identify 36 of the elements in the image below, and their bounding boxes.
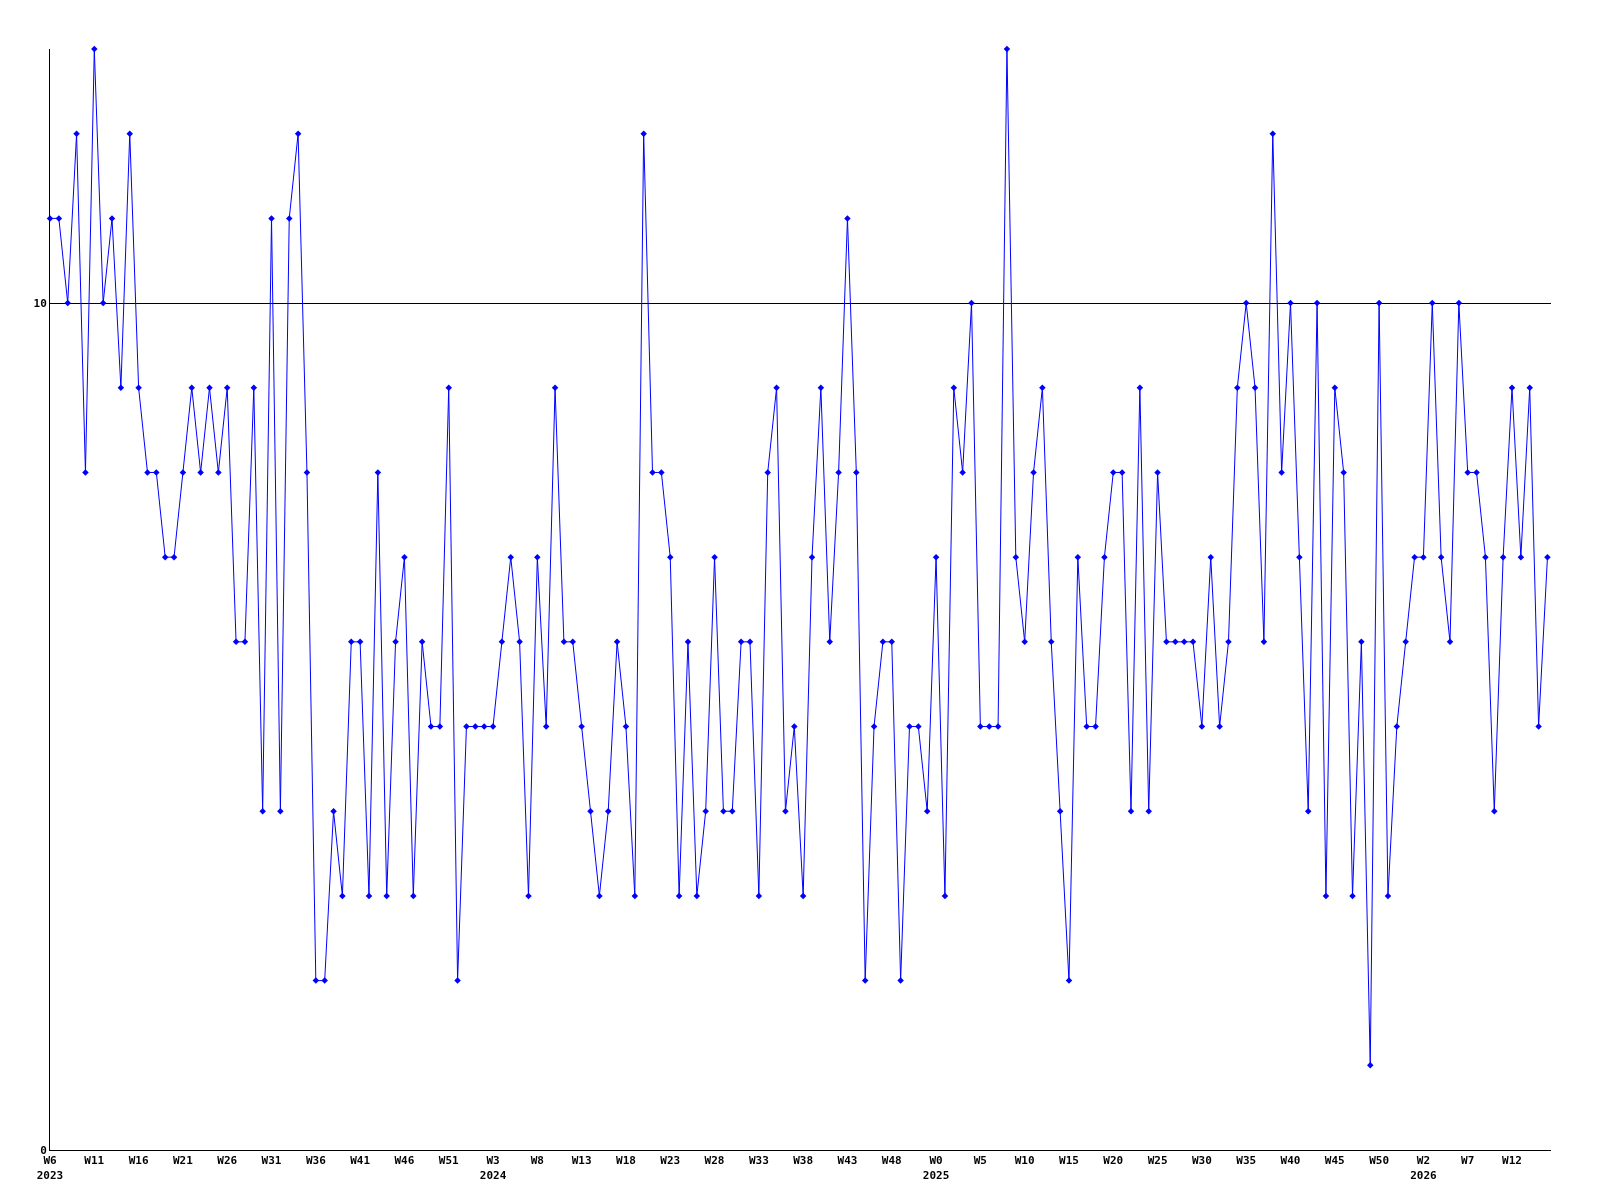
x-tick-label: W5 [973, 1154, 987, 1168]
x-tick-label: W21 [172, 1154, 194, 1168]
x-tick-label: W18 [616, 1154, 636, 1168]
x-tick-label: W11 [84, 1154, 105, 1168]
y-tick-label: 0 [40, 1143, 47, 1157]
x-tick-label: W28 [704, 1154, 725, 1168]
x-tick-label: W12 [1502, 1154, 1522, 1168]
x-tick-label: W26 [217, 1154, 238, 1168]
x-tick-label: W31 [261, 1154, 282, 1168]
x-tick-label: W51 [438, 1154, 460, 1168]
x-tick-label: W45 [1324, 1154, 1345, 1168]
x-tick-label: W15 [1059, 1154, 1079, 1168]
x-tick-label: W48 [881, 1154, 902, 1168]
x-tick-label: W41 [350, 1154, 371, 1168]
x-tick-label: W36 [305, 1154, 327, 1168]
x-tick-label: W0 2025 [922, 1154, 950, 1182]
x-tick-label: W50 [1369, 1154, 1390, 1168]
x-tick-label: W23 [660, 1154, 681, 1168]
y-tick-label: 10 [33, 296, 47, 310]
x-tick-label: W46 [394, 1154, 415, 1168]
x-tick-label: W40 [1280, 1154, 1301, 1168]
x-tick-label: W16 [128, 1154, 149, 1168]
x-tick-label: W2 2026 [1410, 1154, 1438, 1182]
x-tick-label: W13 [571, 1154, 592, 1168]
x-tick-label: W10 [1014, 1154, 1035, 1168]
x-tick-label: W38 [793, 1154, 814, 1168]
x-tick-label: W6 2023 [36, 1154, 64, 1182]
x-tick-label: W7 [1461, 1154, 1475, 1168]
x-tick-label: W25 [1147, 1154, 1168, 1168]
x-tick-label: W30 [1191, 1154, 1212, 1168]
x-tick-label: W35 [1236, 1154, 1257, 1168]
x-tick-label: W3 2024 [479, 1154, 507, 1182]
x-tick-label: W43 [837, 1154, 858, 1168]
x-tick-label: W8 [530, 1154, 544, 1168]
x-tick-label: W20 [1103, 1154, 1124, 1168]
x-tick-label: W33 [748, 1154, 769, 1168]
